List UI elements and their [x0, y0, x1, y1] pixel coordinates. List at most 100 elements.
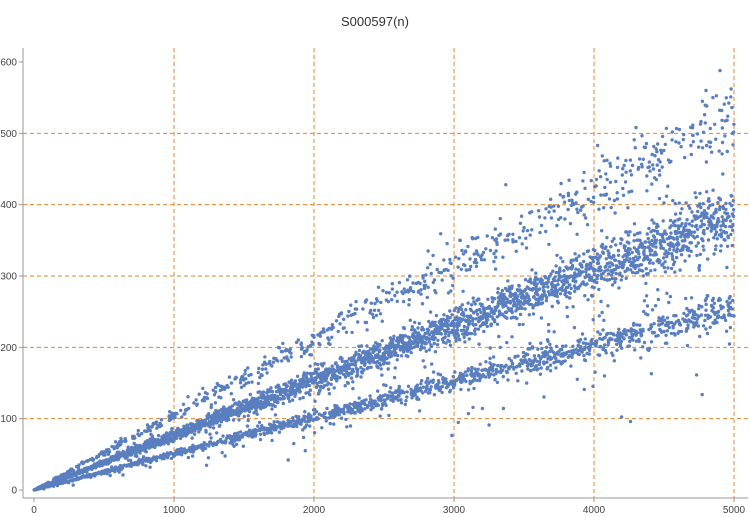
- data-point: [390, 298, 394, 302]
- data-point: [316, 417, 320, 421]
- data-point: [495, 242, 499, 247]
- data-point: [518, 312, 523, 317]
- data-point: [691, 140, 695, 144]
- data-point: [703, 121, 707, 125]
- data-point: [373, 399, 377, 403]
- data-point: [490, 366, 495, 370]
- data-point: [552, 204, 556, 208]
- data-point: [255, 412, 259, 416]
- data-point: [683, 155, 687, 160]
- data-point: [648, 258, 652, 262]
- data-point: [514, 239, 518, 244]
- data-point: [593, 268, 597, 272]
- data-point: [699, 313, 704, 317]
- data-point: [642, 249, 646, 253]
- data-point: [242, 414, 246, 419]
- data-point: [297, 415, 301, 419]
- data-point: [570, 355, 574, 359]
- data-point: [576, 210, 580, 215]
- data-point: [465, 268, 469, 272]
- data-point: [429, 385, 433, 389]
- data-point: [608, 265, 612, 269]
- data-point: [674, 255, 679, 260]
- data-point: [178, 436, 183, 441]
- data-point: [633, 348, 637, 352]
- data-point: [175, 436, 179, 440]
- data-point: [298, 397, 302, 401]
- data-point: [605, 235, 609, 240]
- data-point: [694, 373, 699, 377]
- data-point: [702, 113, 707, 117]
- data-point: [517, 236, 522, 240]
- data-point: [378, 312, 383, 316]
- data-point: [602, 374, 607, 378]
- data-point: [469, 264, 473, 269]
- data-point: [640, 134, 644, 138]
- data-point: [298, 389, 302, 394]
- data-point: [638, 231, 642, 235]
- data-point: [208, 432, 212, 436]
- data-point: [406, 354, 410, 359]
- data-point: [493, 227, 497, 231]
- data-point: [679, 329, 684, 334]
- data-point: [627, 252, 631, 256]
- data-point: [227, 417, 231, 422]
- data-point: [231, 418, 236, 422]
- data-point: [562, 200, 567, 204]
- data-point: [612, 198, 617, 203]
- data-point: [431, 253, 435, 258]
- data-point: [657, 196, 662, 201]
- data-point: [560, 344, 565, 348]
- data-point: [622, 263, 626, 267]
- data-point: [552, 330, 556, 334]
- data-point: [674, 140, 678, 144]
- data-point: [413, 330, 418, 335]
- data-point: [700, 99, 705, 104]
- data-point: [136, 428, 140, 433]
- data-point: [289, 378, 294, 382]
- data-point: [112, 445, 117, 450]
- data-point: [281, 341, 285, 346]
- data-point: [539, 341, 543, 345]
- data-point: [617, 286, 621, 290]
- data-point: [246, 366, 250, 370]
- data-point: [695, 320, 699, 325]
- data-point: [665, 316, 670, 320]
- data-point: [493, 378, 497, 382]
- data-point: [720, 152, 724, 156]
- data-point: [229, 381, 234, 385]
- data-point: [318, 334, 322, 338]
- data-point: [694, 195, 698, 200]
- data-point: [357, 348, 362, 353]
- data-point: [292, 441, 296, 446]
- data-point: [198, 426, 203, 430]
- data-point: [637, 255, 642, 259]
- data-point: [548, 342, 552, 347]
- data-point: [475, 312, 480, 316]
- data-point: [662, 201, 666, 205]
- data-point: [554, 264, 558, 268]
- data-point: [337, 413, 341, 417]
- data-point: [209, 436, 213, 440]
- data-point: [538, 372, 543, 376]
- data-point: [652, 144, 656, 149]
- data-point: [167, 414, 172, 418]
- data-point: [597, 169, 601, 173]
- data-point: [565, 305, 569, 310]
- data-point: [696, 209, 700, 214]
- data-point: [173, 453, 177, 457]
- data-point: [602, 343, 607, 347]
- data-point: [673, 212, 678, 216]
- data-point: [148, 465, 152, 469]
- data-point: [234, 442, 239, 447]
- data-point: [237, 418, 241, 422]
- data-point: [661, 246, 666, 251]
- data-point: [669, 266, 674, 271]
- data-point: [666, 251, 671, 256]
- data-point: [484, 321, 489, 325]
- data-point: [698, 252, 702, 257]
- data-point: [558, 269, 562, 273]
- data-point: [538, 287, 542, 291]
- data-point: [623, 180, 628, 184]
